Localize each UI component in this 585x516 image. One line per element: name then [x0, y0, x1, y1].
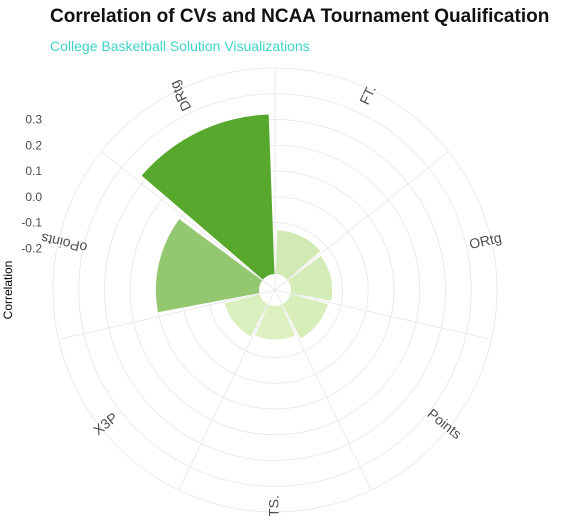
- tick-layer: -0.2 -0.1 0.0 0.1 0.2 0.3: [21, 113, 42, 256]
- category-label: FT.: [356, 83, 379, 107]
- y-tick-label: -0.2: [21, 241, 42, 255]
- grid-spoke: [274, 151, 449, 291]
- bar-ortg: [287, 255, 333, 301]
- bar-x3p: [224, 294, 268, 337]
- bar-opoints: [156, 219, 263, 313]
- bar-layer: [141, 114, 333, 340]
- bar-points: [282, 294, 328, 339]
- bar-ft: [275, 230, 321, 280]
- bar-drtg: [141, 114, 275, 280]
- category-label: Points: [424, 405, 464, 442]
- chart-title: Correlation of CVs and NCAA Tournament Q…: [50, 6, 550, 27]
- category-label: X3P: [90, 409, 121, 438]
- grid-spoke: [58, 289, 276, 340]
- y-tick-label: 0.1: [25, 164, 42, 178]
- grid-spoke: [274, 289, 492, 340]
- y-tick-label: 0.3: [25, 113, 42, 127]
- y-tick-label: -0.1: [21, 216, 42, 230]
- category-label: oPoints: [40, 230, 89, 256]
- y-tick-label: 0.2: [25, 138, 42, 152]
- category-label: DRtg: [166, 78, 194, 114]
- grid-spoke: [274, 289, 372, 491]
- y-tick-label: 0.0: [25, 190, 42, 204]
- y-axis-title: Correlation: [1, 261, 15, 320]
- bar-ts: [255, 304, 295, 340]
- grid-layer: [52, 67, 498, 513]
- grid-spoke: [178, 289, 276, 491]
- category-label: TS.: [266, 495, 282, 516]
- category-label: ORtg: [468, 229, 503, 252]
- chart-subtitle: College Basketball Solution Visualizatio…: [50, 38, 310, 54]
- grid-spoke: [101, 151, 276, 291]
